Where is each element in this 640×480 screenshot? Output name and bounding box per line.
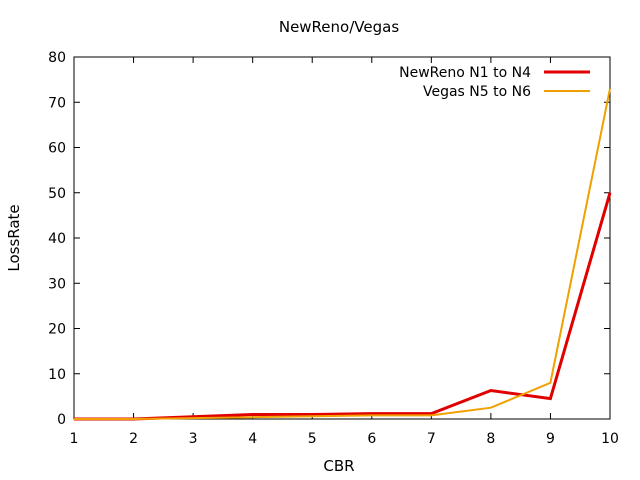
x-tick-label: 1 (70, 431, 79, 447)
y-axis-ticks: 0 10 20 30 40 50 60 70 80 (48, 50, 610, 428)
y-tick-label: 0 (57, 412, 66, 428)
plot-frame (73, 56, 611, 420)
y-tick-label: 40 (48, 231, 66, 247)
series-line-2 (74, 88, 611, 420)
y-tick-label: 60 (48, 141, 66, 157)
x-tick-label: 6 (367, 431, 376, 447)
y-tick-label: 50 (48, 186, 66, 202)
x-tick-label: 3 (189, 431, 198, 447)
legend-label-2: Vegas N5 to N6 (423, 84, 531, 100)
series-layer (74, 88, 612, 421)
legend: NewReno N1 to N4 Vegas N5 to N6 (399, 65, 590, 100)
x-tick-label: 9 (546, 431, 555, 447)
y-axis-label: LossRate (5, 204, 23, 271)
chart-title: NewReno/Vegas (279, 18, 399, 36)
x-tick-label: 8 (486, 431, 495, 447)
y-tick-label: 30 (48, 276, 66, 292)
x-tick-label: 2 (129, 431, 138, 447)
x-tick-label: 7 (427, 431, 436, 447)
x-axis-label: CBR (323, 457, 354, 475)
y-tick-label: 20 (48, 322, 66, 338)
x-tick-label: 5 (308, 431, 317, 447)
legend-label-1: NewReno N1 to N4 (399, 65, 531, 81)
y-tick-label: 80 (48, 50, 66, 66)
x-tick-label: 10 (601, 431, 619, 447)
series-line-1 (74, 192, 612, 421)
y-tick-label: 70 (48, 95, 66, 111)
x-tick-label: 4 (248, 431, 257, 447)
y-tick-label: 10 (48, 367, 66, 383)
